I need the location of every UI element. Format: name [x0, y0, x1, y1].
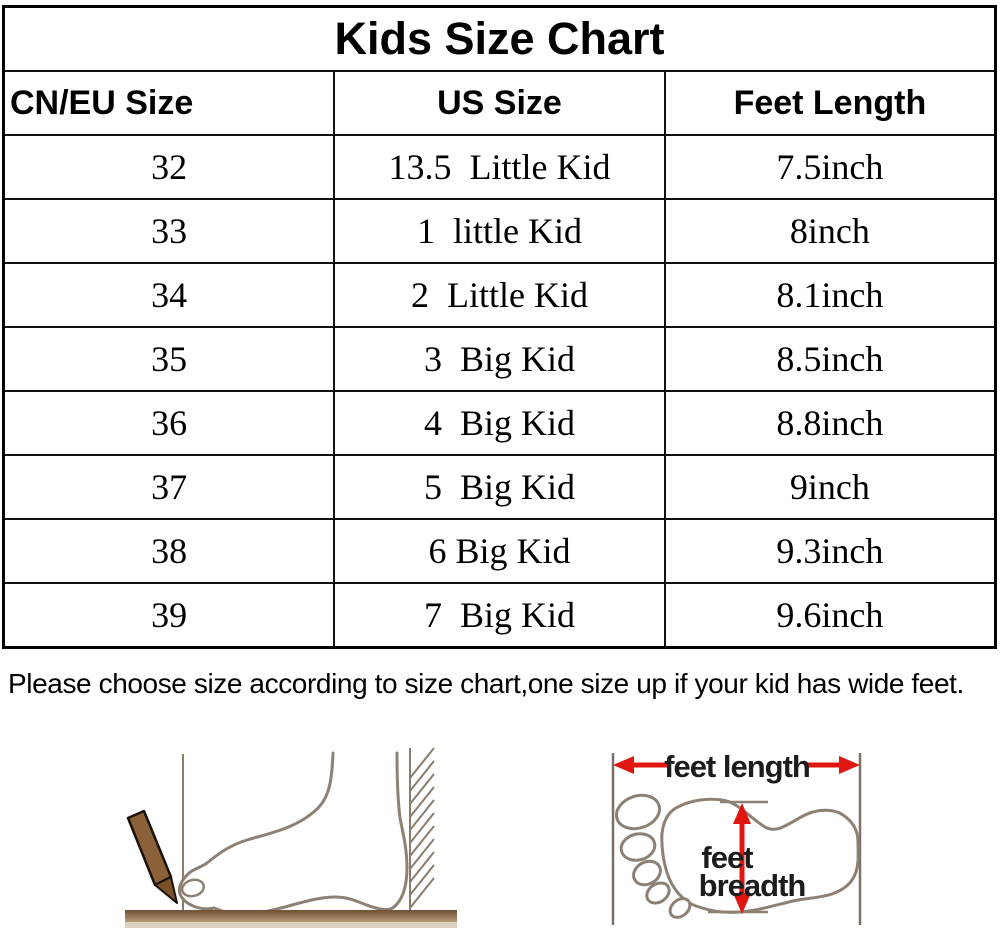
cell-us: 1 little Kid — [333, 198, 666, 264]
feet-length-label: feet length — [664, 749, 810, 784]
cell-us: 7 Big Kid — [333, 582, 666, 649]
cell-feet: 8inch — [663, 198, 997, 264]
table-row: 35 3 Big Kid 8.5inch — [2, 326, 997, 392]
cell-cn-eu: 38 — [2, 518, 336, 584]
ground — [125, 910, 457, 928]
cell-feet: 9.3inch — [663, 518, 997, 584]
column-header-cn-eu: CN/EU Size — [2, 70, 336, 136]
feet-breadth-arrow — [733, 803, 751, 914]
foot-outline — [177, 751, 409, 916]
note-text: Please choose size according to size cha… — [8, 668, 964, 699]
table-row: 36 4 Big Kid 8.8inch — [2, 390, 997, 456]
feet-length-arrow — [613, 756, 860, 774]
feet-breadth-label-line2: breadth — [699, 868, 806, 903]
table-title-row: Kids Size Chart — [2, 5, 997, 72]
big-toe-outline — [180, 878, 206, 898]
breadth-reference-lines — [708, 800, 768, 914]
cell-us: 13.5 Little Kid — [333, 134, 666, 200]
cell-cn-eu: 39 — [2, 582, 336, 649]
cell-feet: 8.1inch — [663, 262, 997, 328]
table-row: 34 2 Little Kid 8.1inch — [2, 262, 997, 328]
cell-cn-eu: 36 — [2, 390, 336, 456]
cell-feet: 9inch — [663, 454, 997, 520]
cell-cn-eu: 34 — [2, 262, 336, 328]
cell-us: 3 Big Kid — [333, 326, 666, 392]
table-row: 39 7 Big Kid 9.6inch — [2, 582, 997, 649]
cell-cn-eu: 37 — [2, 454, 336, 520]
cell-feet: 8.8inch — [663, 390, 997, 456]
table-row: 37 5 Big Kid 9inch — [2, 454, 997, 520]
cell-us: 4 Big Kid — [333, 390, 666, 456]
table-row: 33 1 little Kid 8inch — [2, 198, 997, 264]
footprint-diagram: feet length feet breadth — [611, 749, 862, 925]
column-header-us: US Size — [333, 70, 666, 136]
page-title: Kids Size Chart — [2, 5, 997, 72]
foot-measure-diagram — [125, 747, 457, 928]
marker-pen-icon — [126, 809, 178, 904]
cell-us: 5 Big Kid — [333, 454, 666, 520]
cell-cn-eu: 33 — [2, 198, 336, 264]
size-chart-table: Kids Size Chart CN/EU Size US Size Feet … — [2, 5, 997, 649]
toe-ovals — [615, 793, 692, 919]
cell-cn-eu: 35 — [2, 326, 336, 392]
cell-feet: 7.5inch — [663, 134, 997, 200]
cell-cn-eu: 32 — [2, 134, 336, 200]
column-header-feet-length: Feet Length — [663, 70, 997, 136]
cell-feet: 8.5inch — [663, 326, 997, 392]
wall-hatching — [409, 747, 435, 912]
table-row: 32 13.5 Little Kid 7.5inch — [2, 134, 997, 200]
cell-us: 6 Big Kid — [333, 518, 666, 584]
cell-us: 2 Little Kid — [333, 262, 666, 328]
cell-feet: 9.6inch — [663, 582, 997, 649]
table-header-row: CN/EU Size US Size Feet Length — [2, 70, 997, 136]
table-row: 38 6 Big Kid 9.3inch — [2, 518, 997, 584]
feet-breadth-label-line1: feet — [701, 840, 753, 875]
